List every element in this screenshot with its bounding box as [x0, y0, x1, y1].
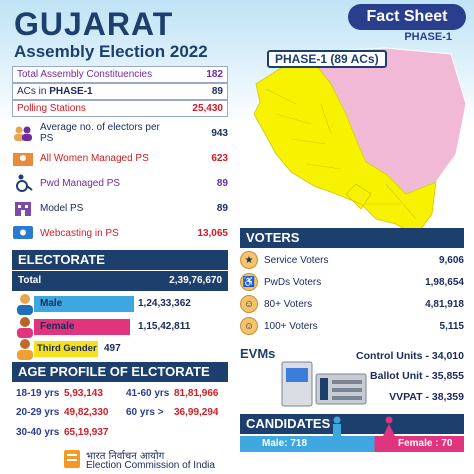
candidates-female: Female : 70 [398, 438, 453, 449]
candidates-bar [240, 436, 464, 452]
age-profile-heading: AGE PROFILE OF ELCTORATE [12, 362, 228, 382]
stat-label: ACs in PHASE-1 [17, 86, 93, 97]
gujarat-map [253, 47, 467, 237]
fact-sheet-badge: Fact Sheet [348, 4, 466, 30]
age-value: 81,81,966 [174, 388, 219, 399]
female-icon [14, 316, 36, 338]
male-value: 1,24,33,362 [138, 298, 191, 309]
stat-row-model-ps: Model PS 89 [12, 197, 228, 219]
age-value: 49,82,330 [64, 407, 109, 418]
stat-label: Total Assembly Constituencies [17, 69, 153, 80]
age-label: 41-60 yrs [126, 388, 170, 399]
electorate-heading: ELECTORATE [12, 250, 228, 270]
stat-value: 89 [211, 86, 223, 97]
stat-row-polling-stations: Polling Stations 25,430 [12, 100, 228, 117]
page-subtitle: Assembly Election 2022 [14, 42, 208, 61]
wheelchair-icon [12, 173, 34, 193]
candidates-male: Male: 718 [262, 438, 308, 449]
phase1-map-label: PHASE-1 (89 ACs) [267, 50, 387, 68]
stat-label: Polling Stations [17, 103, 86, 114]
third-gender-value: 497 [104, 343, 121, 354]
age-label: 60 yrs > [126, 407, 164, 418]
stat-value: 182 [206, 69, 223, 80]
age-value: 65,19,937 [64, 427, 109, 438]
stat-row-avg-electors: Average no. of electors per PS 943 [12, 122, 228, 144]
stat-row-total-acs: Total Assembly Constituencies 182 [12, 66, 228, 83]
voter-row-100plus: ☺ 100+ Voters 5,115 [240, 316, 464, 336]
evm-machine-icon [281, 361, 367, 407]
electorate-total-row: Total 2,39,76,670 [12, 271, 228, 291]
footer-hindi: भारत निर्वाचन आयोग [86, 451, 165, 462]
age-label: 20-29 yrs [16, 407, 60, 418]
voter-row-service: ★ Service Voters 9,606 [240, 250, 464, 270]
building-icon [12, 198, 34, 218]
age-value: 36,99,294 [174, 407, 219, 418]
pwd-icon: ♿ [240, 273, 258, 291]
stat-row-phase1-acs: ACs in PHASE-1 89 [12, 83, 228, 100]
third-gender-icon [14, 338, 36, 360]
male-candidate-icon [333, 416, 341, 436]
people-group-icon [12, 123, 34, 143]
evm-row-vvpat: VVPAT - 38,359 [389, 391, 464, 403]
stat-row-women-ps: All Women Managed PS 623 [12, 147, 228, 169]
voter-row-pwd: ♿ PwDs Voters 1,98,654 [240, 272, 464, 292]
eci-logo-icon [64, 450, 80, 468]
evm-row-control: Control Units - 34,010 [356, 350, 464, 362]
male-bar: Male [34, 296, 134, 312]
centenarian-icon: ☺ [240, 317, 258, 335]
male-icon [14, 293, 36, 315]
elderly-icon: ☺ [240, 295, 258, 313]
stat-row-pwd-ps: Pwd Managed PS 89 [12, 172, 228, 194]
stat-value: 25,430 [192, 103, 223, 114]
voters-heading: VOTERS [240, 228, 464, 248]
evm-row-ballot: Ballot Unit - 35,855 [370, 370, 464, 382]
webcast-icon [12, 223, 34, 243]
voter-row-80plus: ☺ 80+ Voters 4,81,918 [240, 294, 464, 314]
women-icon [12, 148, 34, 168]
soldier-icon: ★ [240, 251, 258, 269]
age-label: 30-40 yrs [16, 427, 60, 438]
stat-row-webcasting: Webcasting in PS 13,065 [12, 222, 228, 244]
age-value: 5,93,143 [64, 388, 103, 399]
third-gender-bar: Third Gender [34, 341, 98, 357]
evms-heading: EVMs [240, 346, 276, 361]
candidates-heading: CANDIDATES [240, 414, 464, 434]
age-label: 18-19 yrs [16, 388, 60, 399]
female-value: 1,15,42,811 [138, 321, 191, 332]
female-candidate-icon [383, 416, 395, 436]
footer-english: Election Commission of India [86, 460, 215, 471]
phase-tag: PHASE-1 [404, 31, 452, 43]
female-bar: Female [34, 319, 130, 335]
page-title: GUJARAT [14, 6, 174, 42]
